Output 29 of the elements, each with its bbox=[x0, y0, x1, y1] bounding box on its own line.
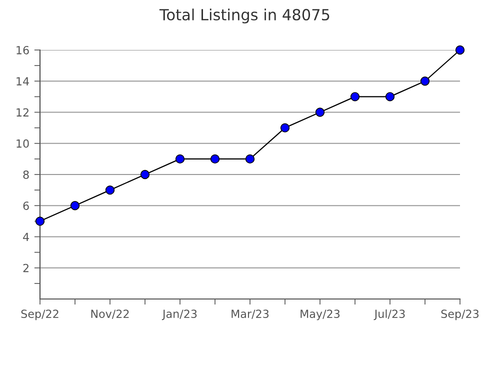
point bbox=[455, 45, 465, 55]
x-tick-label: Sep/22 bbox=[21, 310, 58, 320]
x-tick-label: May/23 bbox=[300, 310, 340, 320]
point bbox=[175, 154, 185, 164]
point bbox=[105, 185, 115, 195]
x-tick-label: Sep/23 bbox=[441, 310, 479, 320]
x-tick-label: Jan/23 bbox=[162, 310, 197, 320]
y-tick-label: 2 bbox=[23, 264, 28, 272]
x-tick-label: Nov/22 bbox=[91, 310, 129, 319]
y-tick-label: 4 bbox=[23, 232, 29, 241]
x-tick-label: Jul/23 bbox=[374, 309, 405, 320]
point bbox=[35, 216, 45, 226]
y-tick-label: 16 bbox=[16, 46, 29, 54]
point bbox=[420, 76, 430, 86]
point bbox=[70, 201, 80, 210]
y-tick-label: 14 bbox=[16, 77, 29, 86]
y-tick-label: 8 bbox=[23, 170, 29, 179]
chart-title: Total Listings in 48075 bbox=[159, 8, 330, 24]
y-tick-label: 12 bbox=[16, 108, 28, 116]
point bbox=[315, 108, 325, 117]
y-tick-label: 10 bbox=[16, 139, 29, 148]
point bbox=[385, 92, 395, 102]
x-tick-label: Mar/23 bbox=[232, 310, 269, 319]
y-tick-label: 6 bbox=[23, 202, 29, 210]
point bbox=[350, 92, 360, 102]
point bbox=[245, 154, 255, 164]
point bbox=[210, 154, 220, 164]
point bbox=[140, 170, 150, 180]
point bbox=[280, 123, 290, 132]
